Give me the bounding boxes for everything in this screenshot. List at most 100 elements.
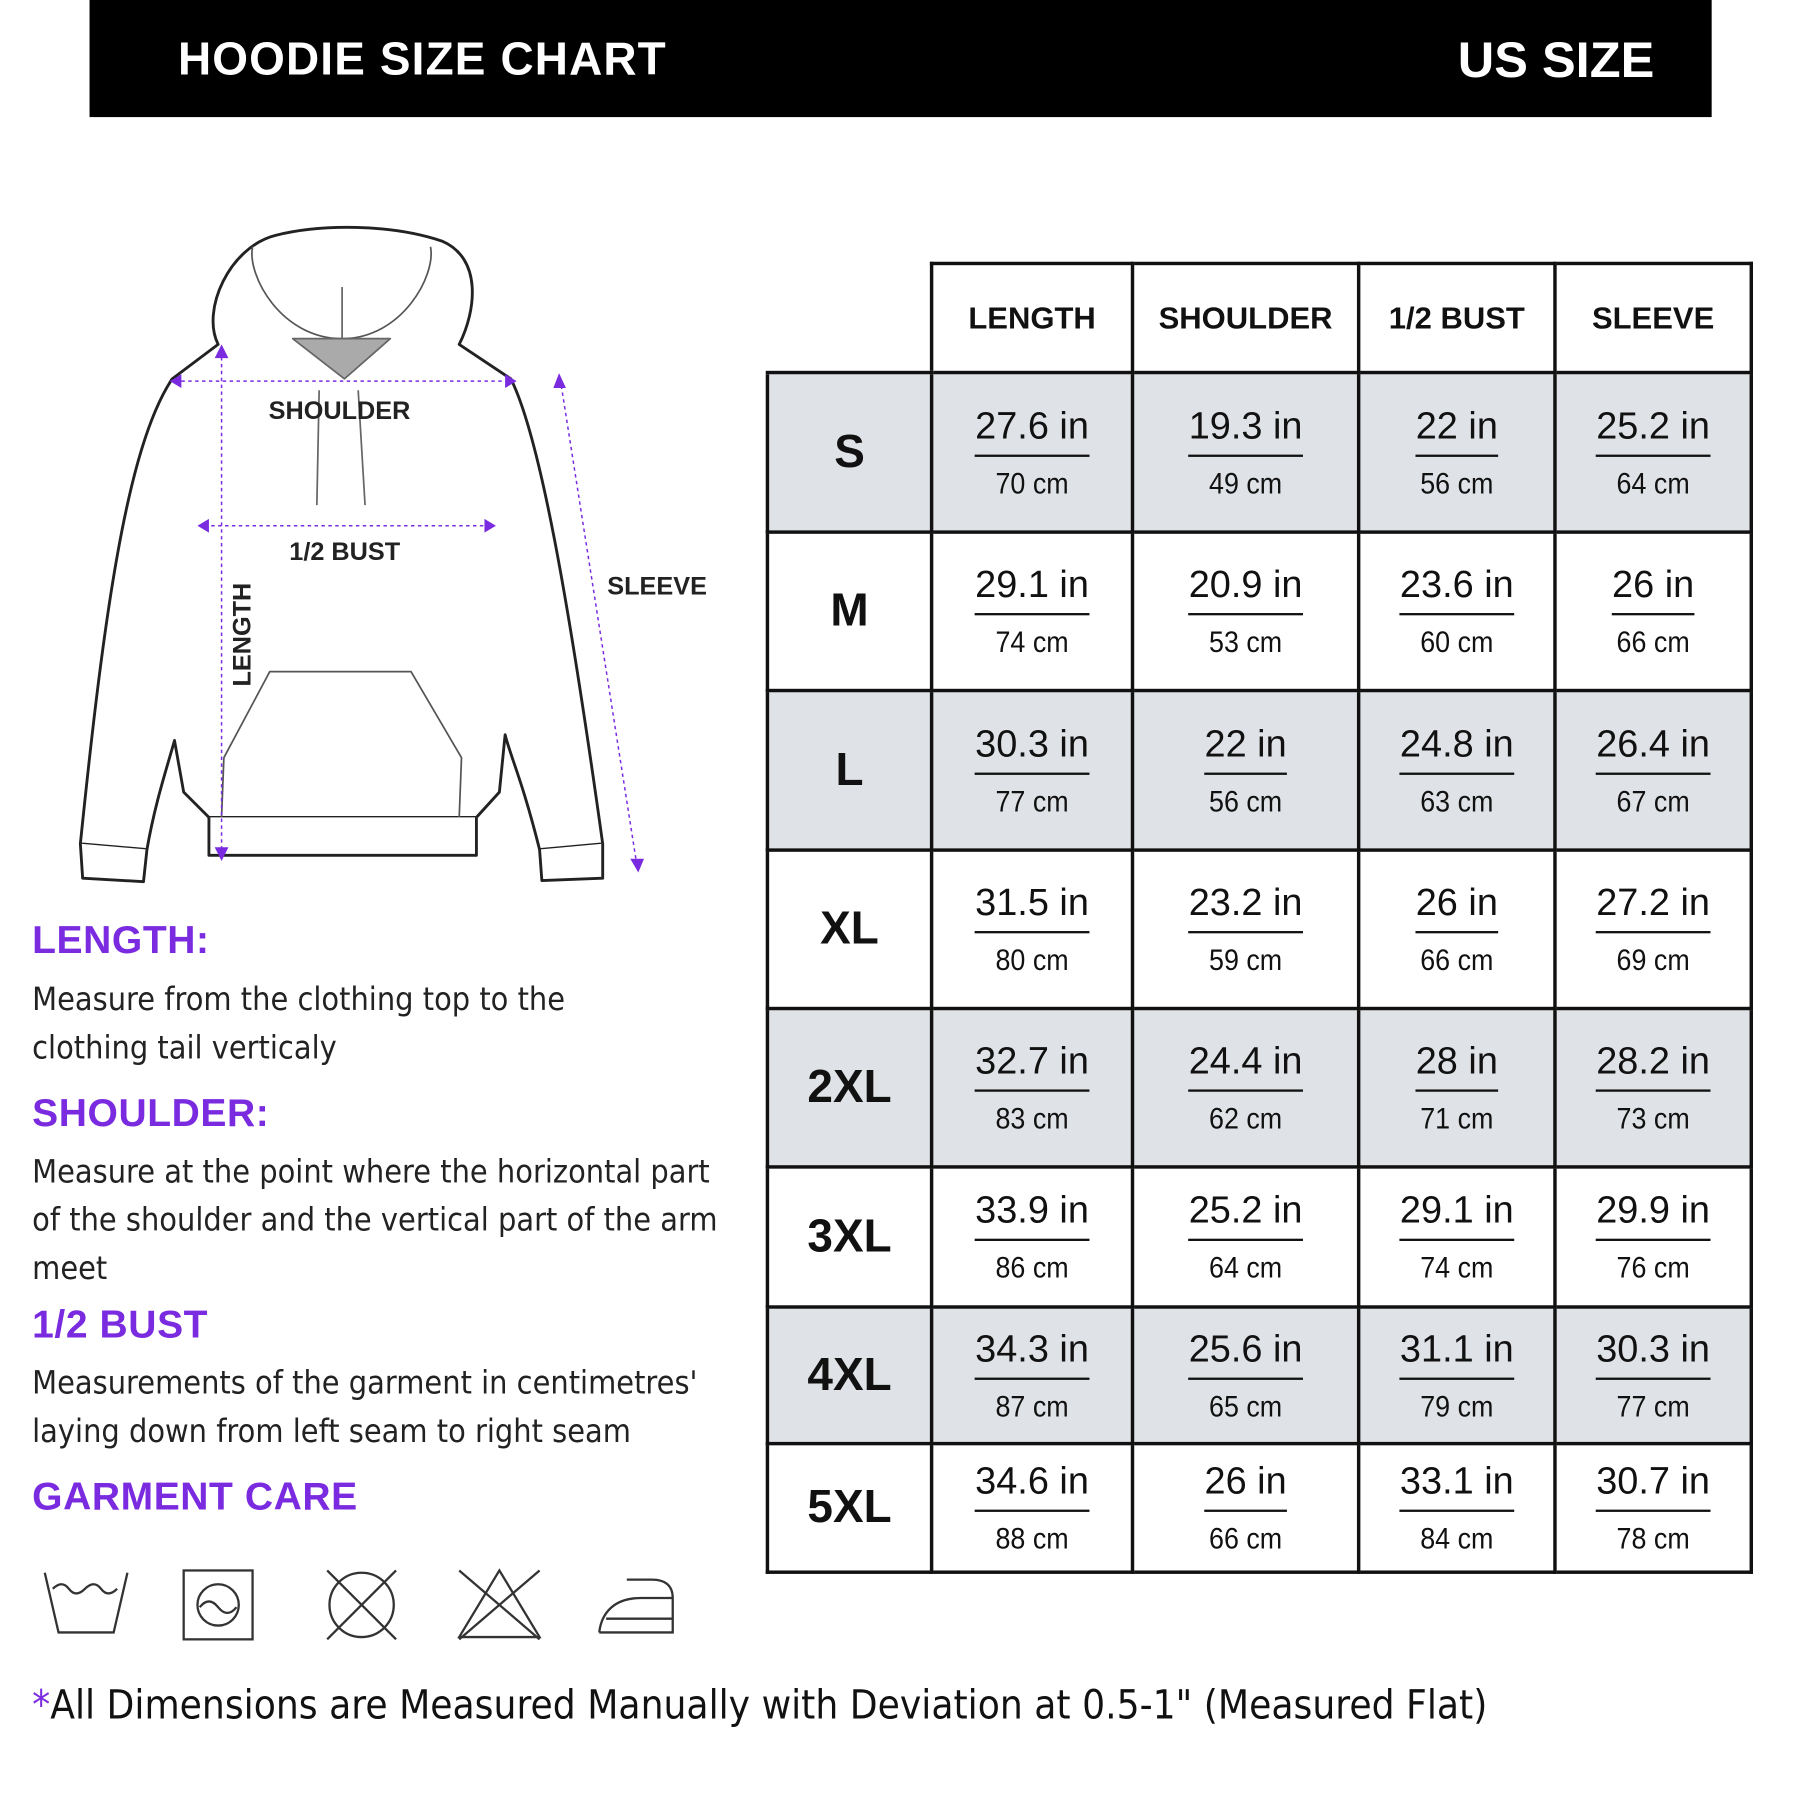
header-bar: HOODIE SIZE CHART US SIZE: [89, 0, 1712, 118]
shoulder-label: SHOULDER: [269, 397, 411, 425]
inch-value: 19.3 in: [1188, 404, 1303, 457]
inch-value: 30.3 in: [1596, 1327, 1710, 1380]
cm-value: 69 cm: [1616, 942, 1690, 977]
cm-value: 60 cm: [1420, 624, 1494, 659]
measure-cell: 26 in 66 cm: [1130, 1441, 1361, 1574]
cm-value: 64 cm: [1616, 465, 1690, 500]
sleeve-label: SLEEVE: [607, 573, 707, 601]
inch-value: 30.3 in: [975, 722, 1089, 775]
table-row: 2XL 32.7 in 83 cm 24.4 in 62 cm 28 in 71 cm 28.…: [765, 1006, 1753, 1169]
col-sleeve: SLEEVE: [1553, 261, 1753, 375]
measure-cell: 29.1 in 74 cm: [929, 530, 1135, 693]
inch-value: 22 in: [1415, 404, 1498, 457]
measure-cell: 25.6 in 65 cm: [1130, 1305, 1361, 1446]
measure-cell: 31.1 in 79 cm: [1356, 1305, 1557, 1446]
col-shoulder: SHOULDER: [1130, 261, 1361, 375]
inch-value: 25.6 in: [1188, 1327, 1303, 1380]
cm-value: 56 cm: [1420, 465, 1494, 500]
inch-value: 33.9 in: [975, 1188, 1089, 1241]
size-label: S: [765, 370, 934, 534]
table-row: 3XL 33.9 in 86 cm 25.2 in 64 cm 29.1 in 74 cm 2…: [765, 1165, 1753, 1309]
do-not-bleach-icon: [457, 1568, 542, 1641]
inch-value: 27.2 in: [1596, 881, 1710, 934]
cm-value: 77 cm: [1616, 1388, 1690, 1423]
measure-cell: 34.3 in 87 cm: [929, 1305, 1135, 1446]
measure-cell: 26 in 66 cm: [1553, 530, 1753, 693]
cm-value: 76 cm: [1616, 1250, 1690, 1285]
measure-cell: 22 in 56 cm: [1130, 688, 1361, 852]
hand-wash-icon: [43, 1572, 129, 1634]
cm-value: 66 cm: [1420, 942, 1494, 977]
inch-value: 28 in: [1415, 1039, 1498, 1092]
inch-value: 23.2 in: [1188, 881, 1303, 934]
inch-value: 25.2 in: [1596, 404, 1710, 457]
inch-value: 34.6 in: [975, 1459, 1089, 1512]
table-row: L 30.3 in 77 cm 22 in 56 cm 24.8 in 63 cm 26.4 …: [765, 688, 1753, 852]
size-label: XL: [765, 848, 934, 1011]
inch-value: 29.1 in: [975, 563, 1089, 616]
measure-cell: 30.7 in 78 cm: [1553, 1441, 1753, 1574]
inch-value: 32.7 in: [975, 1039, 1089, 1092]
shoulder-heading: SHOULDER:: [32, 1091, 270, 1136]
measure-cell: 29.9 in 76 cm: [1553, 1165, 1753, 1309]
measure-cell: 25.2 in 64 cm: [1553, 370, 1753, 534]
measure-cell: 25.2 in 64 cm: [1130, 1165, 1361, 1309]
inch-value: 23.6 in: [1399, 563, 1514, 616]
size-label: 3XL: [765, 1165, 934, 1309]
measure-cell: 29.1 in 74 cm: [1356, 1165, 1557, 1309]
measure-cell: 24.4 in 62 cm: [1130, 1006, 1361, 1169]
cm-value: 88 cm: [995, 1521, 1069, 1556]
cm-value: 64 cm: [1208, 1250, 1283, 1285]
cm-value: 70 cm: [995, 465, 1069, 500]
size-table: LENGTH SHOULDER 1/2 BUST SLEEVE S 27.6 in…: [765, 261, 1753, 1574]
measure-cell: 27.2 in 69 cm: [1553, 848, 1753, 1011]
cm-value: 59 cm: [1208, 942, 1283, 977]
table-row: XL 31.5 in 80 cm 23.2 in 59 cm 26 in 66 cm 27.2…: [765, 848, 1753, 1011]
cm-value: 53 cm: [1208, 624, 1283, 659]
measure-cell: 24.8 in 63 cm: [1356, 688, 1557, 852]
length-text: Measure from the clothing top to the clo…: [32, 980, 566, 1067]
measure-cell: 22 in 56 cm: [1356, 370, 1557, 534]
cm-value: 74 cm: [1420, 1250, 1494, 1285]
measure-cell: 31.5 in 80 cm: [929, 848, 1135, 1011]
measure-cell: 33.9 in 86 cm: [929, 1165, 1135, 1309]
measure-cell: 26 in 66 cm: [1356, 848, 1557, 1011]
inch-value: 29.1 in: [1399, 1188, 1514, 1241]
inch-value: 31.1 in: [1399, 1327, 1514, 1380]
length-label: LENGTH: [228, 583, 256, 687]
table-row: 5XL 34.6 in 88 cm 26 in 66 cm 33.1 in 84 cm 30.…: [765, 1441, 1753, 1574]
inch-value: 26 in: [1204, 1459, 1287, 1512]
measure-cell: 30.3 in 77 cm: [1553, 1305, 1753, 1446]
do-not-dry-clean-icon: [326, 1569, 397, 1641]
footnote: *All Dimensions are Measured Manually wi…: [32, 1682, 1488, 1729]
table-row: S 27.6 in 70 cm 19.3 in 49 cm 22 in 56 cm 25.2 …: [765, 370, 1753, 534]
inch-value: 24.8 in: [1399, 722, 1514, 775]
inch-value: 28.2 in: [1596, 1039, 1710, 1092]
measure-cell: 20.9 in 53 cm: [1130, 530, 1361, 693]
measure-cell: 28.2 in 73 cm: [1553, 1006, 1753, 1169]
table-row: M 29.1 in 74 cm 20.9 in 53 cm 23.6 in 60 cm 26 …: [765, 530, 1753, 693]
tumble-dry-icon: [182, 1569, 254, 1641]
inch-value: 22 in: [1204, 722, 1287, 775]
cm-value: 78 cm: [1616, 1521, 1690, 1556]
measure-cell: 19.3 in 49 cm: [1130, 370, 1361, 534]
inch-value: 34.3 in: [975, 1327, 1089, 1380]
cm-value: 66 cm: [1616, 624, 1690, 659]
cm-value: 62 cm: [1208, 1100, 1283, 1136]
inch-value: 26 in: [1415, 881, 1498, 934]
inch-value: 26.4 in: [1596, 722, 1710, 775]
measure-cell: 28 in 71 cm: [1356, 1006, 1557, 1169]
page-title: HOODIE SIZE CHART: [177, 34, 667, 85]
measure-cell: 23.6 in 60 cm: [1356, 530, 1557, 693]
cm-value: 56 cm: [1208, 783, 1283, 818]
inch-value: 31.5 in: [975, 881, 1089, 934]
inch-value: 24.4 in: [1188, 1039, 1303, 1092]
garment-care-heading: GARMENT CARE: [32, 1475, 358, 1519]
cm-value: 67 cm: [1616, 783, 1690, 818]
col-bust: 1/2 BUST: [1356, 261, 1557, 375]
inch-value: 25.2 in: [1188, 1188, 1303, 1241]
cm-value: 66 cm: [1208, 1521, 1283, 1556]
inch-value: 33.1 in: [1399, 1459, 1514, 1512]
size-label: L: [765, 688, 934, 852]
size-label: 4XL: [765, 1305, 934, 1446]
